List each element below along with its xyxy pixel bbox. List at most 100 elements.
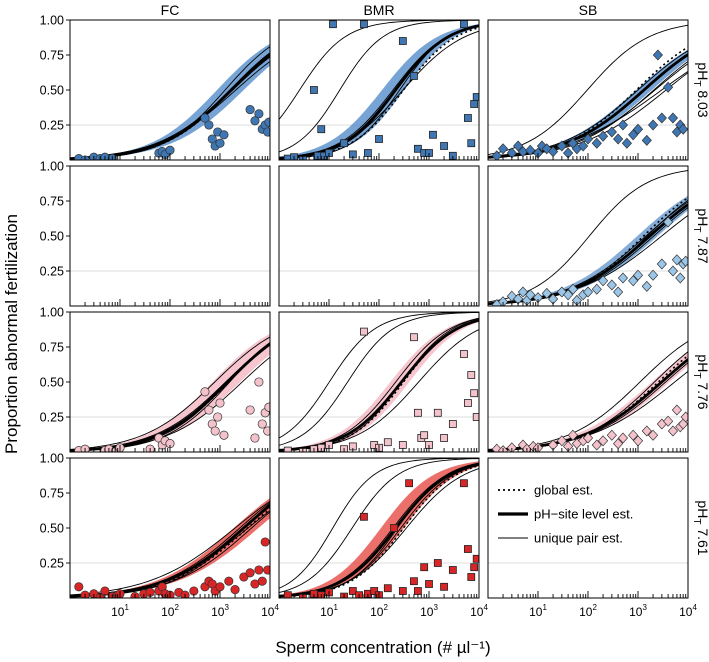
data-point-16 <box>606 429 617 441</box>
data-point-12 <box>410 333 418 342</box>
data-point-19 <box>448 420 457 428</box>
data-point-24 <box>464 545 472 553</box>
data-point-10 <box>567 429 579 441</box>
y-tick-label-3: 1.00 <box>40 306 64 320</box>
panel-r3-c0: 101 102 103 104 0.25 0.50 0.75 1.00 <box>40 452 280 620</box>
data-point-12 <box>567 283 579 295</box>
panel-frame <box>69 165 271 307</box>
data-point-22 <box>460 20 468 29</box>
data-point-19 <box>613 133 624 145</box>
data-point-0 <box>491 150 502 160</box>
data-point-29 <box>675 272 686 284</box>
data-point-16 <box>591 137 602 149</box>
data-point-6 <box>525 289 536 301</box>
panel-plot-area <box>70 333 270 452</box>
site-level-curve <box>279 24 479 160</box>
data-point-8 <box>541 143 552 155</box>
x-tick-label-2: 103 <box>629 603 647 619</box>
data-point-3 <box>310 86 318 94</box>
confidence-band <box>70 498 270 597</box>
data-point-23 <box>460 479 468 488</box>
row-label: pHT 8.03 <box>691 62 709 117</box>
data-point-22 <box>448 566 457 574</box>
data-point-29 <box>680 411 688 423</box>
data-point-24 <box>230 585 240 595</box>
data-point-20 <box>617 119 629 131</box>
data-point-21 <box>641 425 652 437</box>
data-point-17 <box>597 130 609 142</box>
legend: global est. pH−site level est. unique pair… <box>498 483 633 546</box>
data-point-19 <box>429 130 437 139</box>
data-point-20 <box>460 350 468 358</box>
data-point-27 <box>656 112 667 124</box>
data-point-31 <box>263 565 270 575</box>
unique-pair-curve-0 <box>279 312 479 439</box>
data-point-25 <box>470 100 479 108</box>
data-point-26 <box>470 563 479 572</box>
y-tick-label-1: 0.50 <box>40 230 64 244</box>
confidence-band <box>279 317 479 451</box>
data-point-21 <box>257 419 267 429</box>
data-point-25 <box>647 119 659 131</box>
panel-plot-area <box>70 43 270 160</box>
y-tick-label-0: 0.25 <box>40 119 64 133</box>
data-point-3 <box>513 140 524 152</box>
y-tick-label-1: 0.50 <box>40 84 64 98</box>
data-point-14 <box>210 426 220 436</box>
data-point-18 <box>606 126 617 138</box>
column-header: BMR <box>363 2 394 18</box>
panel-plot-area <box>488 24 688 160</box>
x-tick-label-2: 103 <box>420 603 438 619</box>
unique-pair-curve-1 <box>279 312 479 446</box>
panel-r3-c1: 101 102 103 104 <box>278 457 488 619</box>
data-point-23 <box>464 114 472 122</box>
x-tick-label-0: 101 <box>529 603 547 619</box>
y-axis-title: Proportion abnormal fertilization <box>2 214 21 454</box>
data-point-24 <box>467 139 476 148</box>
legend-label-dotted: global est. <box>534 483 593 498</box>
x-tick-label-1: 102 <box>370 603 388 619</box>
data-point-8 <box>541 287 552 299</box>
data-point-15 <box>582 286 594 298</box>
row-label: pHT 7.76 <box>691 354 709 409</box>
data-point-9 <box>340 139 348 148</box>
unique-pair-curve-3 <box>279 329 479 451</box>
data-point-26 <box>663 216 674 228</box>
data-point-5 <box>317 125 326 134</box>
data-point-0 <box>74 582 84 592</box>
data-point-23 <box>263 426 270 436</box>
confidence-band <box>488 352 688 451</box>
panel-frame <box>278 165 480 307</box>
data-point-23 <box>641 280 652 292</box>
data-point-18 <box>606 279 617 291</box>
unique-pair-curve-0 <box>279 458 479 589</box>
data-point-18 <box>250 116 260 126</box>
y-tick-label-0: 0.25 <box>40 265 64 279</box>
data-point-20 <box>433 559 442 567</box>
legend-label-thin: unique pair est. <box>534 531 623 546</box>
data-point-11 <box>200 387 210 397</box>
unique-pair-curve-0 <box>70 336 270 450</box>
data-point-11 <box>398 441 407 449</box>
data-point-16 <box>215 398 225 408</box>
data-point-4 <box>517 286 529 298</box>
data-point-25 <box>667 425 679 437</box>
panel-plot-area <box>279 20 479 160</box>
data-point-29 <box>257 576 267 586</box>
data-point-23 <box>264 117 270 127</box>
data-point-21 <box>464 399 472 407</box>
data-point-26 <box>245 568 255 578</box>
panel-r2-c0: 0.25 0.50 0.75 1.00 <box>40 306 271 453</box>
panel-r1-c0: 0.25 0.50 0.75 1.00 <box>40 160 271 307</box>
data-point-4 <box>100 586 110 596</box>
data-point-7 <box>360 327 368 336</box>
unique-pair-curve-1 <box>279 458 479 593</box>
data-point-22 <box>215 582 225 592</box>
data-point-16 <box>591 283 602 295</box>
y-tick-label-3: 1.00 <box>40 14 64 28</box>
data-point-22 <box>467 371 476 379</box>
data-point-0 <box>283 446 292 452</box>
data-point-18 <box>420 563 429 572</box>
legend-label-thick: pH−site level est. <box>534 507 633 522</box>
